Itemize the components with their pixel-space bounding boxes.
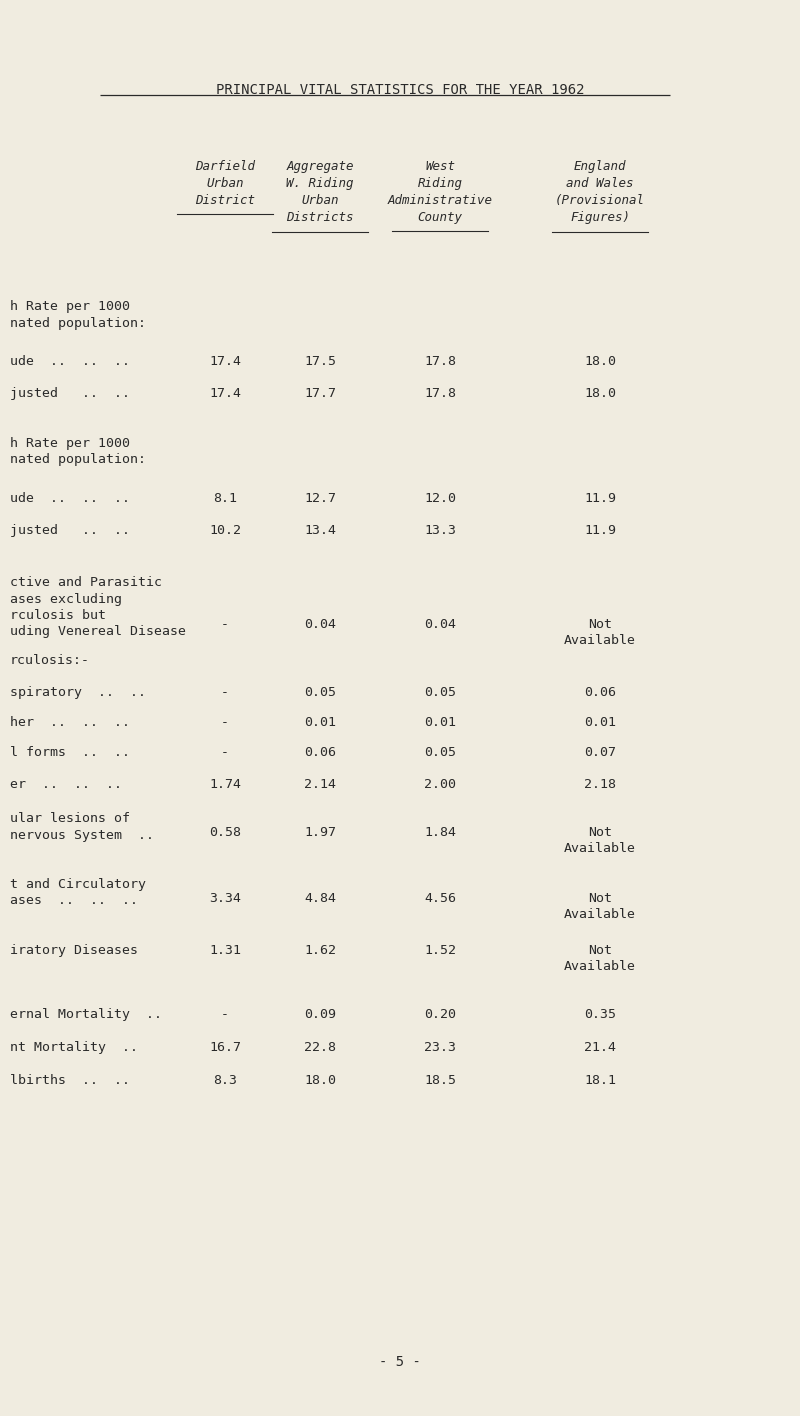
Text: 17.4: 17.4 — [209, 387, 241, 399]
Text: -: - — [221, 716, 229, 729]
Text: -: - — [221, 617, 229, 632]
Text: 1.74: 1.74 — [209, 777, 241, 792]
Text: 8.1: 8.1 — [213, 491, 237, 506]
Text: 0.05: 0.05 — [304, 685, 336, 700]
Text: her  ..  ..  ..: her .. .. .. — [10, 716, 130, 729]
Text: justed   ..  ..: justed .. .. — [10, 524, 130, 537]
Text: 0.06: 0.06 — [584, 685, 616, 700]
Text: District: District — [195, 194, 255, 207]
Text: Not: Not — [588, 944, 612, 957]
Text: nt Mortality  ..: nt Mortality .. — [10, 1041, 138, 1054]
Text: 17.4: 17.4 — [209, 355, 241, 368]
Text: 10.2: 10.2 — [209, 524, 241, 537]
Text: 17.8: 17.8 — [424, 387, 456, 399]
Text: County: County — [418, 211, 462, 224]
Text: 0.07: 0.07 — [584, 746, 616, 759]
Text: er  ..  ..  ..: er .. .. .. — [10, 777, 122, 792]
Text: ude  ..  ..  ..: ude .. .. .. — [10, 355, 130, 368]
Text: PRINCIPAL VITAL STATISTICS FOR THE YEAR 1962: PRINCIPAL VITAL STATISTICS FOR THE YEAR … — [216, 84, 584, 98]
Text: 17.7: 17.7 — [304, 387, 336, 399]
Text: rculosis:-: rculosis:- — [10, 654, 90, 667]
Text: 0.58: 0.58 — [209, 826, 241, 840]
Text: 13.4: 13.4 — [304, 524, 336, 537]
Text: Available: Available — [564, 843, 636, 855]
Text: 0.20: 0.20 — [424, 1008, 456, 1021]
Text: 21.4: 21.4 — [584, 1041, 616, 1054]
Text: Aggregate: Aggregate — [286, 160, 354, 173]
Text: 12.7: 12.7 — [304, 491, 336, 506]
Text: - 5 -: - 5 - — [379, 1355, 421, 1369]
Text: t and Circulatory
ases  ..  ..  ..: t and Circulatory ases .. .. .. — [10, 878, 146, 908]
Text: Available: Available — [564, 634, 636, 647]
Text: 18.0: 18.0 — [304, 1073, 336, 1087]
Text: 0.01: 0.01 — [304, 716, 336, 729]
Text: 1.97: 1.97 — [304, 826, 336, 840]
Text: h Rate per 1000
nated population:: h Rate per 1000 nated population: — [10, 300, 146, 330]
Text: 8.3: 8.3 — [213, 1073, 237, 1087]
Text: 0.09: 0.09 — [304, 1008, 336, 1021]
Text: spiratory  ..  ..: spiratory .. .. — [10, 685, 146, 700]
Text: Available: Available — [564, 960, 636, 973]
Text: 0.01: 0.01 — [424, 716, 456, 729]
Text: 13.3: 13.3 — [424, 524, 456, 537]
Text: Urban: Urban — [206, 177, 244, 190]
Text: Figures): Figures) — [570, 211, 630, 224]
Text: 17.5: 17.5 — [304, 355, 336, 368]
Text: 1.84: 1.84 — [424, 826, 456, 840]
Text: 0.35: 0.35 — [584, 1008, 616, 1021]
Text: 18.1: 18.1 — [584, 1073, 616, 1087]
Text: Available: Available — [564, 908, 636, 920]
Text: 1.31: 1.31 — [209, 944, 241, 957]
Text: 2.00: 2.00 — [424, 777, 456, 792]
Text: Districts: Districts — [286, 211, 354, 224]
Text: h Rate per 1000
nated population:: h Rate per 1000 nated population: — [10, 438, 146, 466]
Text: and Wales: and Wales — [566, 177, 634, 190]
Text: West: West — [425, 160, 455, 173]
Text: 22.8: 22.8 — [304, 1041, 336, 1054]
Text: ude  ..  ..  ..: ude .. .. .. — [10, 491, 130, 506]
Text: Riding: Riding — [418, 177, 462, 190]
Text: -: - — [221, 685, 229, 700]
Text: ernal Mortality  ..: ernal Mortality .. — [10, 1008, 162, 1021]
Text: 0.05: 0.05 — [424, 685, 456, 700]
Text: England: England — [574, 160, 626, 173]
Text: 18.5: 18.5 — [424, 1073, 456, 1087]
Text: -: - — [221, 746, 229, 759]
Text: 23.3: 23.3 — [424, 1041, 456, 1054]
Text: -: - — [221, 1008, 229, 1021]
Text: 0.01: 0.01 — [584, 716, 616, 729]
Text: (Provisional: (Provisional — [555, 194, 645, 207]
Text: Not: Not — [588, 617, 612, 632]
Text: l forms  ..  ..: l forms .. .. — [10, 746, 130, 759]
Text: 11.9: 11.9 — [584, 524, 616, 537]
Text: 1.62: 1.62 — [304, 944, 336, 957]
Text: justed   ..  ..: justed .. .. — [10, 387, 130, 399]
Text: Administrative: Administrative — [387, 194, 493, 207]
Text: W. Riding: W. Riding — [286, 177, 354, 190]
Text: 3.34: 3.34 — [209, 892, 241, 905]
Text: 0.04: 0.04 — [424, 617, 456, 632]
Text: 0.04: 0.04 — [304, 617, 336, 632]
Text: 4.56: 4.56 — [424, 892, 456, 905]
Text: Not: Not — [588, 892, 612, 905]
Text: 4.84: 4.84 — [304, 892, 336, 905]
Text: 2.18: 2.18 — [584, 777, 616, 792]
Text: ctive and Parasitic
ases excluding
rculosis but
uding Venereal Disease: ctive and Parasitic ases excluding rculo… — [10, 576, 186, 639]
Text: 0.05: 0.05 — [424, 746, 456, 759]
Text: 2.14: 2.14 — [304, 777, 336, 792]
Text: 18.0: 18.0 — [584, 387, 616, 399]
Text: 18.0: 18.0 — [584, 355, 616, 368]
Text: ular lesions of
nervous System  ..: ular lesions of nervous System .. — [10, 811, 154, 841]
Text: 11.9: 11.9 — [584, 491, 616, 506]
Text: 17.8: 17.8 — [424, 355, 456, 368]
Text: 1.52: 1.52 — [424, 944, 456, 957]
Text: 12.0: 12.0 — [424, 491, 456, 506]
Text: 0.06: 0.06 — [304, 746, 336, 759]
Text: Urban: Urban — [302, 194, 338, 207]
Text: iratory Diseases: iratory Diseases — [10, 944, 138, 957]
Text: lbirths  ..  ..: lbirths .. .. — [10, 1073, 130, 1087]
Text: 16.7: 16.7 — [209, 1041, 241, 1054]
Text: Darfield: Darfield — [195, 160, 255, 173]
Text: Not: Not — [588, 826, 612, 840]
